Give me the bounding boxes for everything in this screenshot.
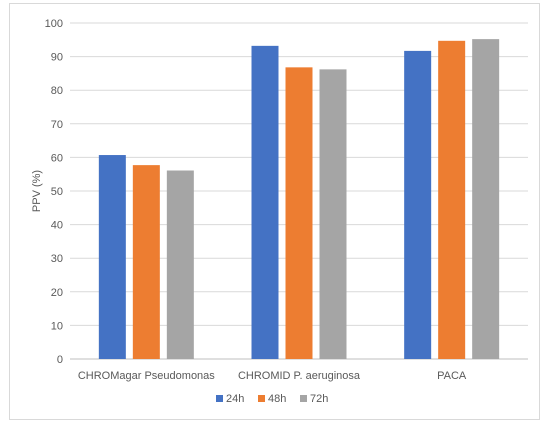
y-tick-labels: 0 10 20 30 40 50 60 70 80 90 100 — [45, 18, 63, 366]
bars — [98, 39, 500, 360]
y-tick-label: 40 — [51, 220, 63, 232]
bar-24h — [251, 45, 279, 360]
legend-swatch-24h — [216, 395, 223, 402]
legend-swatch-48h — [258, 395, 265, 402]
bar-48h — [132, 165, 160, 359]
bar-72h — [472, 39, 500, 360]
y-tick-label: 70 — [51, 119, 63, 131]
y-tick-label: 60 — [51, 152, 63, 164]
y-tick-label: 0 — [57, 354, 63, 366]
bar-72h — [166, 170, 194, 359]
bar-48h — [285, 67, 313, 360]
y-tick-label: 100 — [45, 18, 63, 30]
y-tick-label: 50 — [51, 186, 63, 198]
legend-swatch-72h — [300, 395, 307, 402]
y-tick-label: 80 — [51, 85, 63, 97]
legend-label-24h: 24h — [226, 393, 244, 405]
x-tick-label: CHROMID P. aeruginosa — [238, 370, 361, 382]
bar-24h — [98, 155, 126, 359]
y-axis-title: PPV (%) — [31, 170, 43, 212]
bar-48h — [438, 40, 466, 360]
y-tick-label: 20 — [51, 287, 63, 299]
x-tick-label: PACA — [437, 370, 467, 382]
legend-label-48h: 48h — [268, 393, 286, 405]
legend-label-72h: 72h — [310, 393, 328, 405]
legend: 24h 48h 72h — [216, 393, 328, 405]
bar-24h — [404, 50, 432, 359]
x-tick-labels: CHROMagar Pseudomonas CHROMID P. aerugino… — [78, 370, 467, 382]
bar-72h — [319, 69, 347, 360]
y-tick-label: 10 — [51, 320, 63, 332]
y-tick-label: 90 — [51, 52, 63, 64]
y-tick-label: 30 — [51, 253, 63, 265]
x-tick-label: CHROMagar Pseudomonas — [78, 370, 215, 382]
